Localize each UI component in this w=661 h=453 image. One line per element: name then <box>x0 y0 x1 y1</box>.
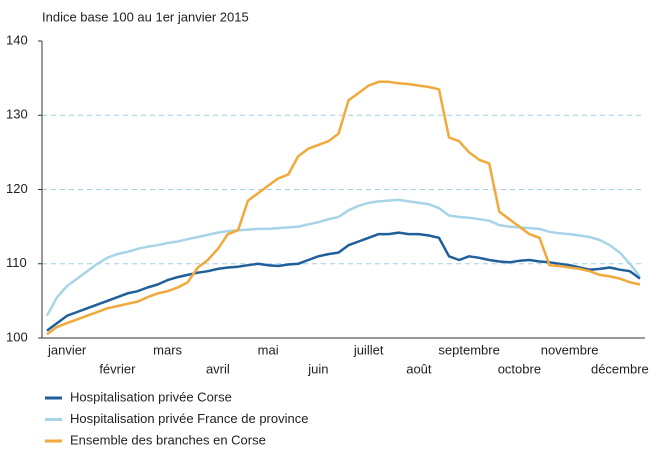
x-tick-label: mars <box>153 342 182 357</box>
y-tick-label: 130 <box>6 107 28 122</box>
x-tick-label: mai <box>258 342 279 357</box>
y-tick-label: 140 <box>6 32 28 47</box>
legend-label: Hospitalisation privée France de provinc… <box>70 411 308 426</box>
x-tick-label: décembre <box>591 361 649 376</box>
series-line <box>46 231 641 332</box>
x-tick-label: février <box>99 361 136 376</box>
series-line <box>46 80 641 336</box>
y-tick-label: 100 <box>6 329 28 344</box>
x-tick-label: juin <box>307 361 328 376</box>
x-tick-label: novembre <box>541 342 599 357</box>
y-tick-label: 120 <box>6 181 28 196</box>
legend-label: Ensemble des branches en Corse <box>70 432 266 447</box>
legend-label: Hospitalisation privée Corse <box>70 389 232 404</box>
series-line <box>45 198 641 317</box>
x-tick-label: août <box>406 361 432 376</box>
x-tick-label: septembre <box>438 342 499 357</box>
chart-title: Indice base 100 au 1er janvier 2015 <box>42 9 249 24</box>
y-tick-label: 110 <box>6 255 27 270</box>
x-tick-label: juillet <box>353 342 384 357</box>
x-tick-label: octobre <box>498 361 541 376</box>
x-tick-label: avril <box>206 361 230 376</box>
x-tick-label: janvier <box>47 342 87 357</box>
